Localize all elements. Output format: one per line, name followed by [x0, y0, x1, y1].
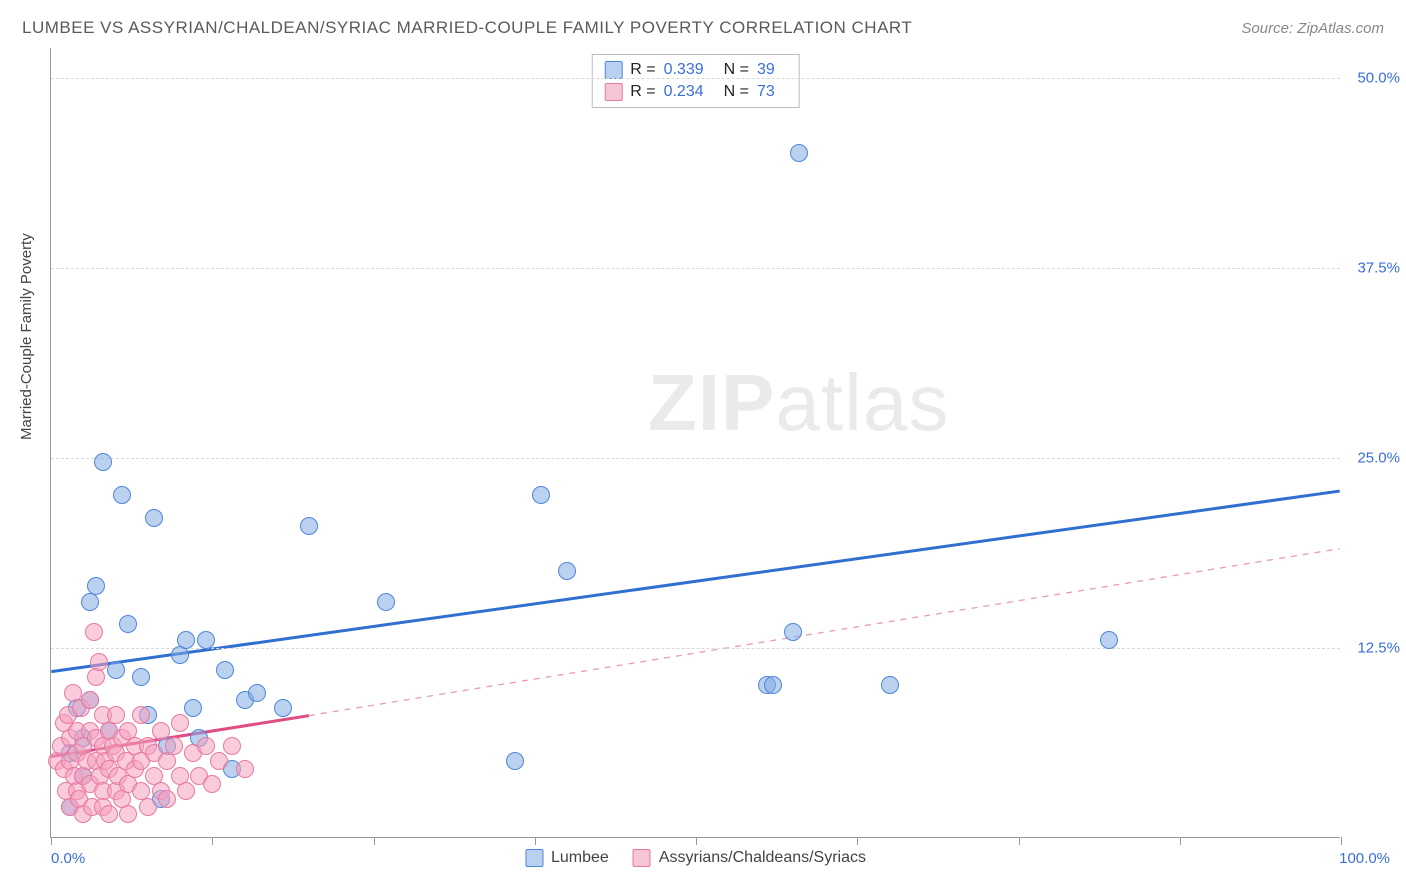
legend-label: Lumbee [551, 849, 609, 867]
x-tick [696, 837, 697, 845]
data-point [87, 577, 105, 595]
legend-stat-row: R = 0.234 N = 73 [604, 81, 787, 103]
data-point [881, 676, 899, 694]
y-axis-label: Married-Couple Family Poverty [18, 233, 35, 440]
data-point [94, 453, 112, 471]
x-tick [857, 837, 858, 845]
x-tick [1180, 837, 1181, 845]
r-label: R = [630, 61, 655, 79]
data-point [100, 805, 118, 823]
x-tick [212, 837, 213, 845]
x-tick [1019, 837, 1020, 845]
legend-label: Assyrians/Chaldeans/Syriacs [659, 849, 866, 867]
data-point [184, 699, 202, 717]
n-label: N = [724, 83, 749, 101]
legend-item: Lumbee [525, 849, 609, 867]
y-tick-label: 37.5% [1345, 260, 1400, 277]
data-point [377, 593, 395, 611]
data-point [248, 684, 266, 702]
data-point [177, 631, 195, 649]
r-value: 0.339 [664, 61, 704, 79]
source-value: ZipAtlas.com [1297, 20, 1384, 37]
legend-swatch [525, 849, 543, 867]
legend-swatch [604, 61, 622, 79]
gridline [51, 78, 1340, 79]
r-label: R = [630, 83, 655, 101]
data-point [764, 676, 782, 694]
data-point [107, 706, 125, 724]
plot-area: ZIPatlas R =0.339N =39R =0.234N =73 0.0%… [50, 48, 1340, 838]
data-point [210, 752, 228, 770]
data-point [274, 699, 292, 717]
x-axis-min-label: 0.0% [51, 850, 85, 867]
data-point [81, 691, 99, 709]
data-point [165, 737, 183, 755]
data-point [300, 517, 318, 535]
watermark: ZIPatlas [648, 357, 949, 449]
x-axis-max-label: 100.0% [1339, 850, 1390, 867]
chart-title: LUMBEE VS ASSYRIAN/CHALDEAN/SYRIAC MARRI… [22, 18, 912, 38]
data-point [223, 737, 241, 755]
data-point [177, 782, 195, 800]
x-tick [374, 837, 375, 845]
data-point [119, 615, 137, 633]
data-point [203, 775, 221, 793]
legend-swatch [633, 849, 651, 867]
data-point [784, 623, 802, 641]
n-value: 39 [757, 61, 775, 79]
data-point [506, 752, 524, 770]
data-point [107, 661, 125, 679]
x-tick [535, 837, 536, 845]
gridline [51, 458, 1340, 459]
data-point [171, 714, 189, 732]
data-point [197, 737, 215, 755]
data-point [236, 760, 254, 778]
data-point [139, 798, 157, 816]
gridline [51, 268, 1340, 269]
data-point [197, 631, 215, 649]
legend-series: Lumbee Assyrians/Chaldeans/Syriacs [525, 849, 866, 867]
data-point [158, 790, 176, 808]
legend-swatch [604, 83, 622, 101]
data-point [152, 722, 170, 740]
source-label: Source: [1241, 20, 1293, 37]
source-line: Source: ZipAtlas.com [1241, 20, 1384, 37]
legend-stats: R = 0.339 N = 39 R = 0.234 N = 73 [591, 54, 800, 108]
x-tick [1341, 837, 1342, 845]
data-point [1100, 631, 1118, 649]
data-point [87, 668, 105, 686]
data-point [85, 623, 103, 641]
data-point [119, 805, 137, 823]
data-point [132, 706, 150, 724]
y-tick-label: 12.5% [1345, 640, 1400, 657]
trend-lines [51, 48, 1340, 837]
legend-item: Assyrians/Chaldeans/Syriacs [633, 849, 866, 867]
data-point [132, 668, 150, 686]
data-point [113, 486, 131, 504]
n-label: N = [724, 61, 749, 79]
data-point [532, 486, 550, 504]
data-point [90, 653, 108, 671]
data-point [790, 144, 808, 162]
data-point [216, 661, 234, 679]
y-tick-label: 25.0% [1345, 450, 1400, 467]
r-value: 0.234 [664, 83, 704, 101]
x-tick [51, 837, 52, 845]
data-point [145, 509, 163, 527]
gridline [51, 648, 1340, 649]
y-tick-label: 50.0% [1345, 70, 1400, 87]
data-point [558, 562, 576, 580]
n-value: 73 [757, 83, 775, 101]
